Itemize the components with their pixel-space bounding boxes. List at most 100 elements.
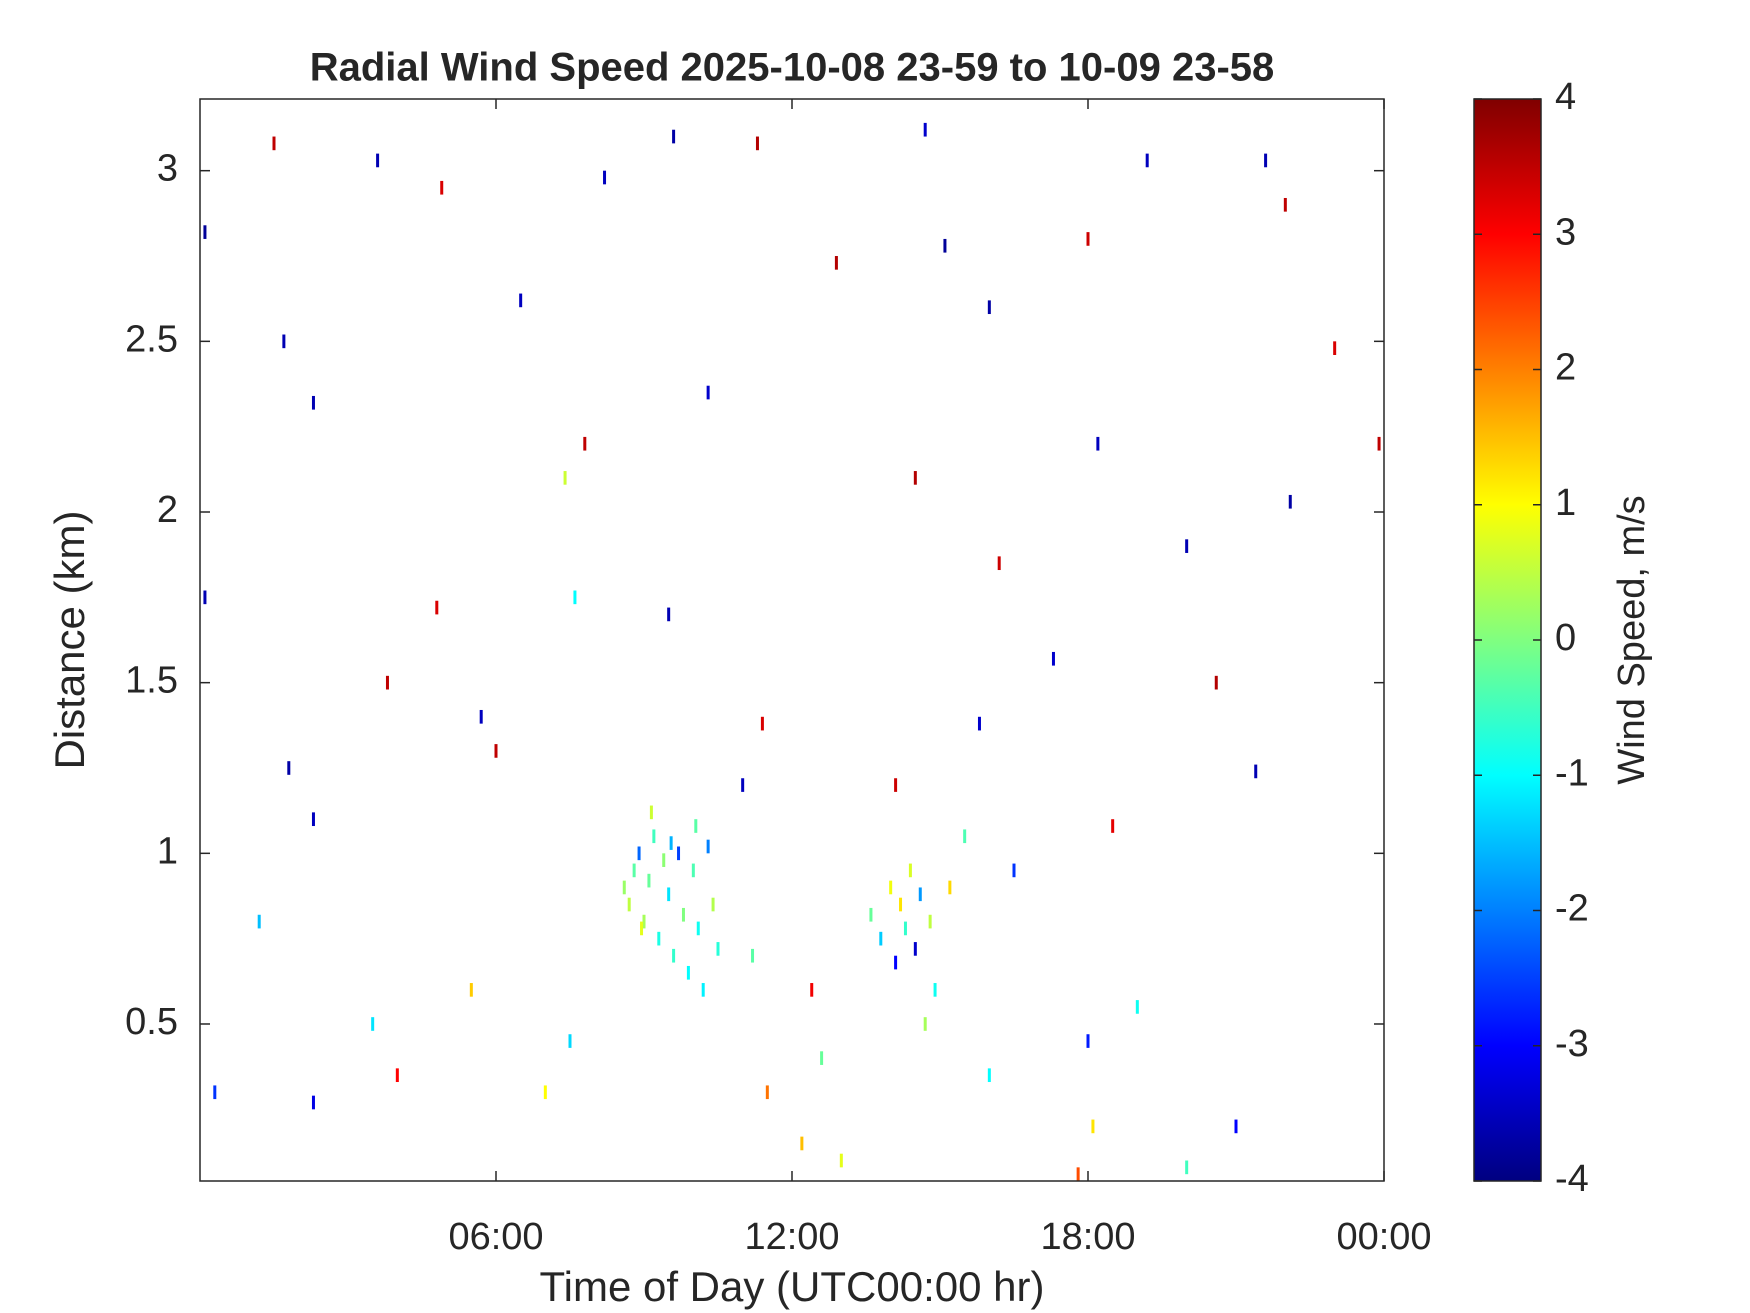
colorbar-tick-label: 1 <box>1555 482 1576 524</box>
y-tick-label: 2.5 <box>125 318 178 360</box>
cell <box>751 948 755 963</box>
colorbar-tick-label: -1 <box>1555 752 1589 794</box>
cell <box>652 829 656 844</box>
cell <box>918 887 922 902</box>
cell <box>647 873 651 888</box>
cell <box>632 863 636 878</box>
cell <box>657 931 661 946</box>
cell <box>649 805 653 820</box>
cell <box>494 744 498 758</box>
cell <box>667 607 671 622</box>
cell <box>963 829 967 844</box>
cell <box>311 812 315 827</box>
cell <box>1091 1119 1095 1134</box>
cell <box>839 1153 843 1168</box>
cell <box>694 819 698 833</box>
cell <box>637 846 641 861</box>
cell <box>1288 494 1292 509</box>
cell <box>1145 153 1149 168</box>
cell <box>257 914 261 929</box>
y-tick-label: 3 <box>157 148 178 190</box>
y-axis-label: Distance (km) <box>46 510 93 769</box>
cell <box>568 1034 572 1048</box>
cell <box>1086 232 1090 246</box>
x-tick-label: 00:00 <box>1336 1216 1431 1258</box>
cell <box>1012 863 1016 878</box>
cell <box>1333 341 1337 355</box>
cell <box>755 136 759 151</box>
cell <box>933 983 937 997</box>
cell <box>583 436 587 451</box>
cell <box>640 921 644 936</box>
cell <box>834 256 838 270</box>
cell <box>622 880 626 895</box>
cell <box>272 136 276 151</box>
cell <box>376 153 380 168</box>
x-axis-label: Time of Day (UTC00:00 hr) <box>540 1263 1045 1310</box>
cell <box>311 1095 315 1110</box>
cell <box>681 907 685 922</box>
cell <box>1185 1160 1189 1175</box>
cell <box>716 942 720 956</box>
cell <box>1185 539 1189 553</box>
cell <box>948 880 952 895</box>
y-tick-label: 2 <box>157 489 178 531</box>
cell <box>913 471 917 485</box>
cell <box>435 600 439 615</box>
cell <box>1283 197 1287 212</box>
cell <box>672 129 676 144</box>
cell <box>765 1085 769 1100</box>
cell <box>669 836 673 850</box>
cell <box>820 1051 824 1065</box>
colorbar-tick-label: -4 <box>1555 1158 1589 1200</box>
cell <box>899 897 903 912</box>
cell <box>563 471 567 485</box>
cell <box>440 180 444 195</box>
cell <box>469 983 473 997</box>
cell <box>701 983 705 997</box>
x-tick-label: 18:00 <box>1040 1216 1135 1258</box>
cell <box>1234 1119 1238 1134</box>
cell <box>677 846 681 861</box>
cell <box>395 1068 399 1083</box>
y-tick-label: 0.5 <box>125 1001 178 1043</box>
cell <box>977 716 981 731</box>
colorbar-tick-label: -2 <box>1555 888 1589 930</box>
cell <box>943 238 947 253</box>
cell <box>203 590 207 605</box>
cell <box>894 955 898 970</box>
cell <box>879 931 883 946</box>
chart-title: Radial Wind Speed 2025-10-08 23-59 to 10… <box>310 46 1275 90</box>
cell <box>869 907 873 922</box>
colorbar-label: Wind Speed, m/s <box>1611 495 1653 784</box>
cell <box>479 709 483 724</box>
cell <box>987 1068 991 1083</box>
cell <box>519 293 523 308</box>
x-tick-label: 06:00 <box>448 1216 543 1258</box>
cell <box>711 897 715 912</box>
cell <box>385 675 389 690</box>
cell <box>706 839 710 854</box>
cell <box>1111 819 1115 833</box>
cell <box>810 983 814 997</box>
y-tick-label: 1 <box>157 830 178 872</box>
cell <box>1135 1000 1139 1014</box>
cell <box>603 170 607 185</box>
cell <box>928 914 932 929</box>
heatmap-cells <box>203 122 1381 1181</box>
cell <box>287 761 291 775</box>
cell <box>706 385 710 400</box>
cell <box>889 880 893 895</box>
cell <box>913 942 917 956</box>
cell <box>1051 651 1055 666</box>
cell <box>903 921 907 936</box>
cell <box>1264 153 1268 168</box>
cell <box>923 122 927 137</box>
colorbar-tick-label: 4 <box>1555 76 1576 118</box>
cell <box>311 395 315 410</box>
colorbar-tick-label: -3 <box>1555 1023 1589 1065</box>
cell <box>662 853 666 867</box>
cell <box>691 863 695 878</box>
colorbar-tick-label: 3 <box>1555 211 1576 253</box>
